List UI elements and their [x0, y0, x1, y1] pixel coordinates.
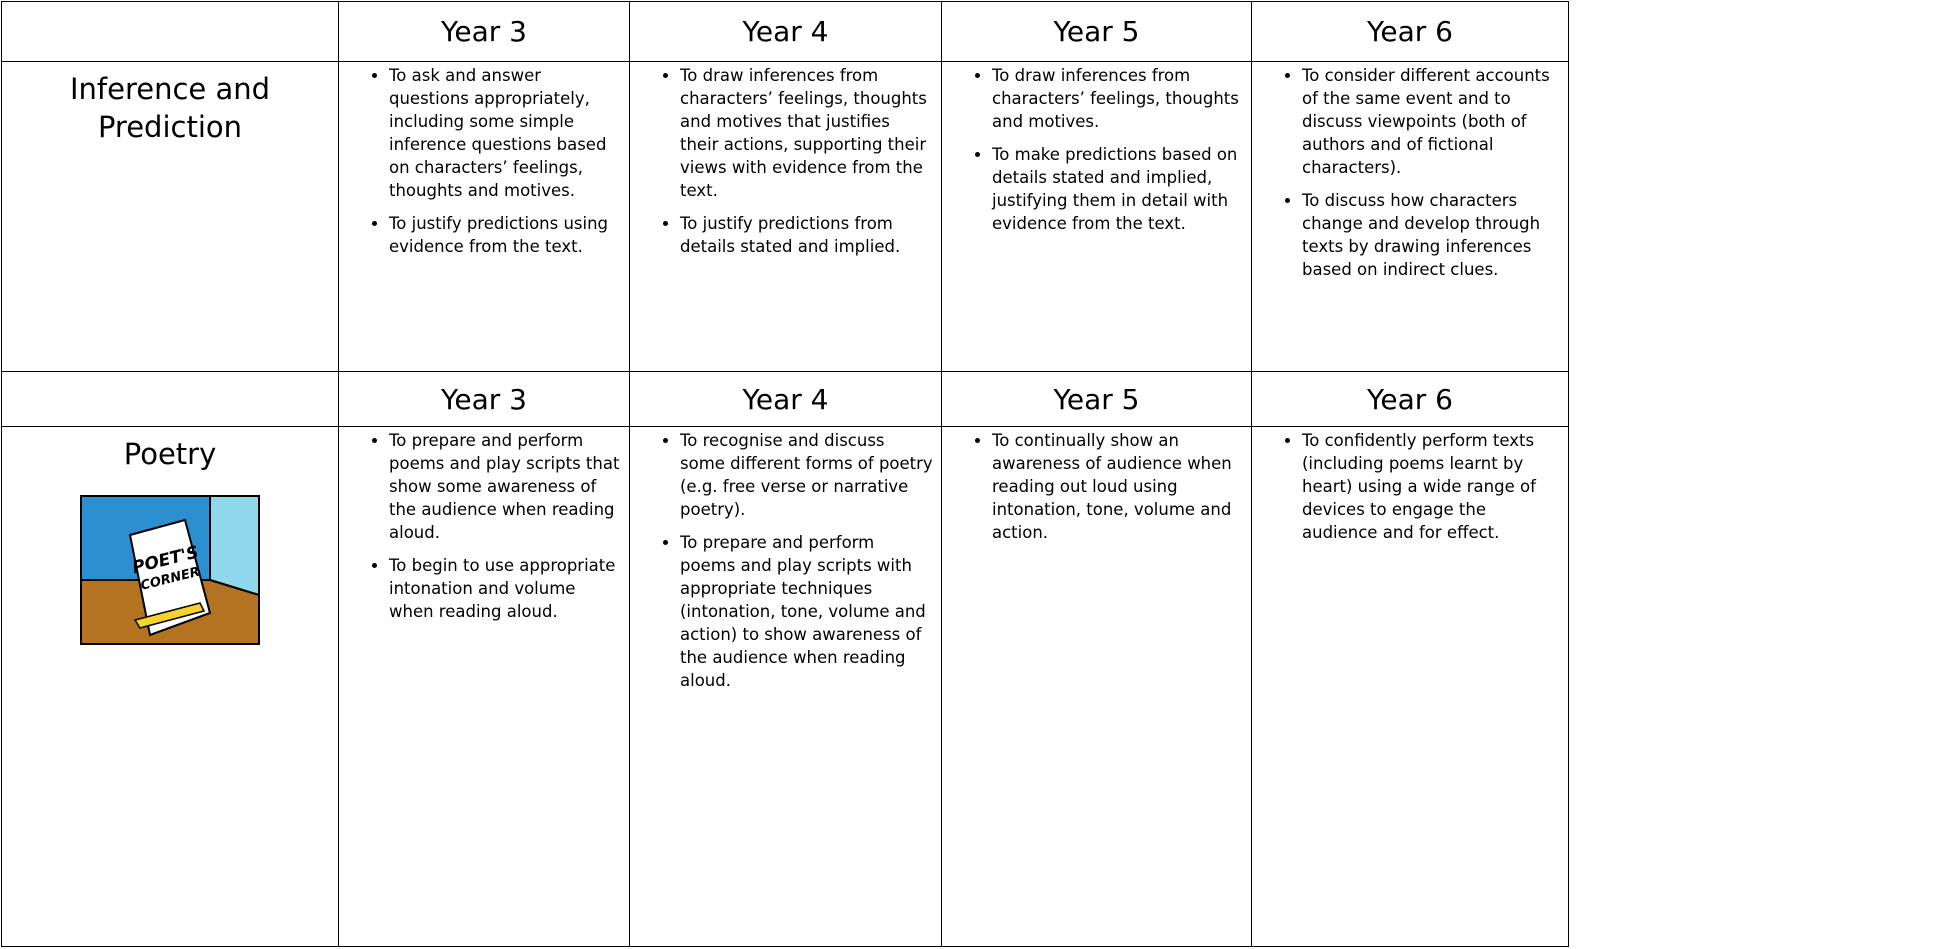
objective-list: To consider different accounts of the sa…: [1252, 62, 1568, 281]
objective-cell: To draw inferences from characters’ feel…: [941, 61, 1252, 372]
year-header: Year 6: [1251, 1, 1569, 62]
objective: To draw inferences from characters’ feel…: [992, 64, 1243, 133]
row-label-cell: Poetry POET'S CORNER: [1, 426, 339, 947]
empty-cell: [1, 1, 339, 62]
objective-list: To prepare and perform poems and play sc…: [339, 427, 629, 623]
objectives-table: Year 3 Year 4 Year 5 Year 6 Inference and Pr…: [1, 1, 1569, 947]
row-label: Inference and Prediction: [69, 72, 271, 144]
objective-cell: To prepare and perform poems and play sc…: [338, 426, 630, 947]
objective-cell: To confidently perform texts (including …: [1251, 426, 1569, 947]
header-row: Year 3 Year 4 Year 5 Year 6: [1, 1, 1569, 62]
objective: To discuss how characters change and dev…: [1302, 189, 1560, 281]
objective: To draw inferences from characters’ feel…: [680, 64, 933, 202]
header-row: Year 3 Year 4 Year 5 Year 6: [1, 371, 1569, 427]
objective: To justify predictions using evidence fr…: [389, 212, 621, 258]
body-row: Inference and Prediction To ask and answe…: [1, 61, 1569, 372]
objective: To continually show an awareness of audi…: [992, 429, 1243, 544]
objective: To ask and answer questions appropriatel…: [389, 64, 621, 202]
objective-cell: To continually show an awareness of audi…: [941, 426, 1252, 947]
objective-list: To continually show an awareness of audi…: [942, 427, 1251, 544]
year-header: Year 6: [1251, 371, 1569, 427]
year-header: Year 5: [941, 371, 1252, 427]
objective-cell: To ask and answer questions appropriatel…: [338, 61, 630, 372]
year-header: Year 5: [941, 1, 1252, 62]
objective: To recognise and discuss some different …: [680, 429, 933, 521]
objective: To confidently perform texts (including …: [1302, 429, 1560, 544]
year-header: Year 4: [629, 1, 942, 62]
objective: To consider different accounts of the sa…: [1302, 64, 1560, 179]
year-header: Year 3: [338, 371, 630, 427]
objective: To begin to use appropriate intonation a…: [389, 554, 621, 623]
objective-cell: To consider different accounts of the sa…: [1251, 61, 1569, 372]
year-header: Year 3: [338, 1, 630, 62]
objective: To justify predictions from details stat…: [680, 212, 933, 258]
row-label: Poetry: [123, 437, 217, 471]
objective-cell: To draw inferences from characters’ feel…: [629, 61, 942, 372]
objective-list: To confidently perform texts (including …: [1252, 427, 1568, 544]
year-header: Year 4: [629, 371, 942, 427]
objective-list: To ask and answer questions appropriatel…: [339, 62, 629, 258]
objective: To prepare and perform poems and play sc…: [389, 429, 621, 544]
objective-cell: To recognise and discuss some different …: [629, 426, 942, 947]
objective-list: To draw inferences from characters’ feel…: [630, 62, 941, 258]
objective: To make predictions based on details sta…: [992, 143, 1243, 235]
objective: To prepare and perform poems and play sc…: [680, 531, 933, 692]
objective-list: To recognise and discuss some different …: [630, 427, 941, 692]
empty-cell: [1, 371, 339, 427]
row-label-cell: Inference and Prediction: [1, 61, 339, 372]
objective-list: To draw inferences from characters’ feel…: [942, 62, 1251, 235]
